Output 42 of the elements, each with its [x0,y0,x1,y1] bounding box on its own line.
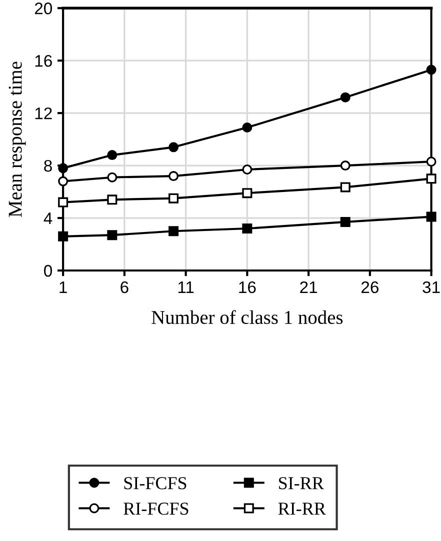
point [107,172,118,182]
x-tick-label: 26 [361,281,378,294]
point [340,92,350,102]
point [426,64,436,75]
legend-label: SI-RR [279,477,324,490]
y-tick-label: 16 [35,54,52,67]
point [242,188,252,198]
legend-label: SI-FCFS [124,477,186,490]
legend-label: RI-RR [278,502,326,515]
x-tick-label: 11 [178,282,194,293]
point [426,156,436,167]
point [58,176,68,186]
point [340,182,350,192]
point [107,150,118,160]
point [340,160,350,171]
y-tick-label: 20 [34,2,52,14]
point [58,231,68,242]
x-tick-label: 31 [422,281,440,294]
point [168,226,179,236]
x-tick-label: 1 [60,282,67,293]
point [107,194,118,205]
point [58,197,68,208]
point [340,216,350,227]
point [168,142,179,152]
point [242,164,252,174]
x-axis-title: Number of class 1 nodes [152,310,343,324]
y-tick-label: 0 [44,264,52,277]
y-tick-label: 12 [35,107,52,120]
point [242,122,252,132]
point [107,230,118,240]
y-axis-title: Mean response time [8,62,26,218]
x-tick-label: 21 [300,281,318,293]
x-tick-label: 16 [239,281,256,294]
point [242,224,252,234]
legend-label: RI-FCFS [124,502,188,515]
x-tick-label: 6 [120,281,128,294]
point [168,171,179,182]
y-tick-label: 4 [44,212,52,224]
y-tick-label: 8 [44,160,52,172]
point [426,174,436,184]
point [426,212,436,222]
point [168,193,179,204]
